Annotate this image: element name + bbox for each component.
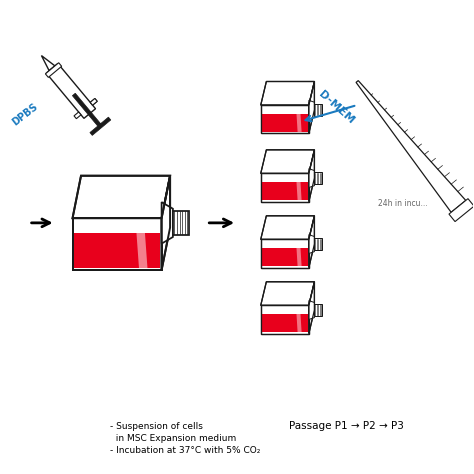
Polygon shape	[90, 117, 111, 136]
Text: 24h in incu...: 24h in incu...	[378, 200, 428, 209]
Polygon shape	[262, 182, 308, 200]
Text: - Incubation at 37°C with 5% CO₂: - Incubation at 37°C with 5% CO₂	[110, 447, 260, 456]
Polygon shape	[314, 238, 322, 250]
Polygon shape	[296, 182, 301, 200]
Polygon shape	[73, 218, 162, 270]
Text: - Suspension of cells: - Suspension of cells	[110, 422, 203, 431]
Polygon shape	[46, 63, 62, 77]
Polygon shape	[74, 112, 81, 118]
Polygon shape	[309, 100, 314, 119]
Text: in MSC Expansion medium: in MSC Expansion medium	[110, 434, 236, 443]
Polygon shape	[173, 211, 189, 235]
Polygon shape	[309, 216, 314, 268]
Polygon shape	[90, 99, 97, 105]
Polygon shape	[262, 248, 308, 266]
Polygon shape	[73, 176, 170, 218]
Polygon shape	[262, 314, 308, 332]
Polygon shape	[296, 114, 301, 132]
Polygon shape	[309, 301, 314, 319]
Polygon shape	[296, 248, 301, 266]
Polygon shape	[74, 233, 160, 268]
Polygon shape	[314, 172, 322, 184]
Polygon shape	[261, 282, 314, 305]
Polygon shape	[261, 150, 314, 173]
Polygon shape	[162, 176, 170, 270]
Polygon shape	[449, 199, 474, 221]
Polygon shape	[90, 99, 97, 105]
Polygon shape	[262, 114, 308, 132]
Text: D-MEM: D-MEM	[316, 89, 356, 126]
Polygon shape	[309, 150, 314, 201]
Polygon shape	[261, 305, 309, 334]
Polygon shape	[261, 216, 314, 239]
Polygon shape	[137, 233, 147, 268]
Polygon shape	[41, 55, 55, 71]
Polygon shape	[314, 104, 322, 116]
Polygon shape	[261, 173, 309, 201]
Polygon shape	[309, 169, 314, 188]
Text: Passage P1 → P2 → P3: Passage P1 → P2 → P3	[289, 421, 404, 431]
Polygon shape	[309, 82, 314, 133]
Polygon shape	[73, 93, 102, 128]
Polygon shape	[261, 239, 309, 268]
Polygon shape	[261, 105, 309, 133]
Polygon shape	[46, 64, 96, 118]
Polygon shape	[314, 304, 322, 316]
Polygon shape	[296, 314, 301, 332]
Polygon shape	[309, 282, 314, 334]
Polygon shape	[261, 82, 314, 105]
Polygon shape	[309, 235, 314, 254]
Polygon shape	[162, 202, 173, 244]
Text: DPBS: DPBS	[10, 101, 40, 128]
Polygon shape	[356, 81, 466, 212]
